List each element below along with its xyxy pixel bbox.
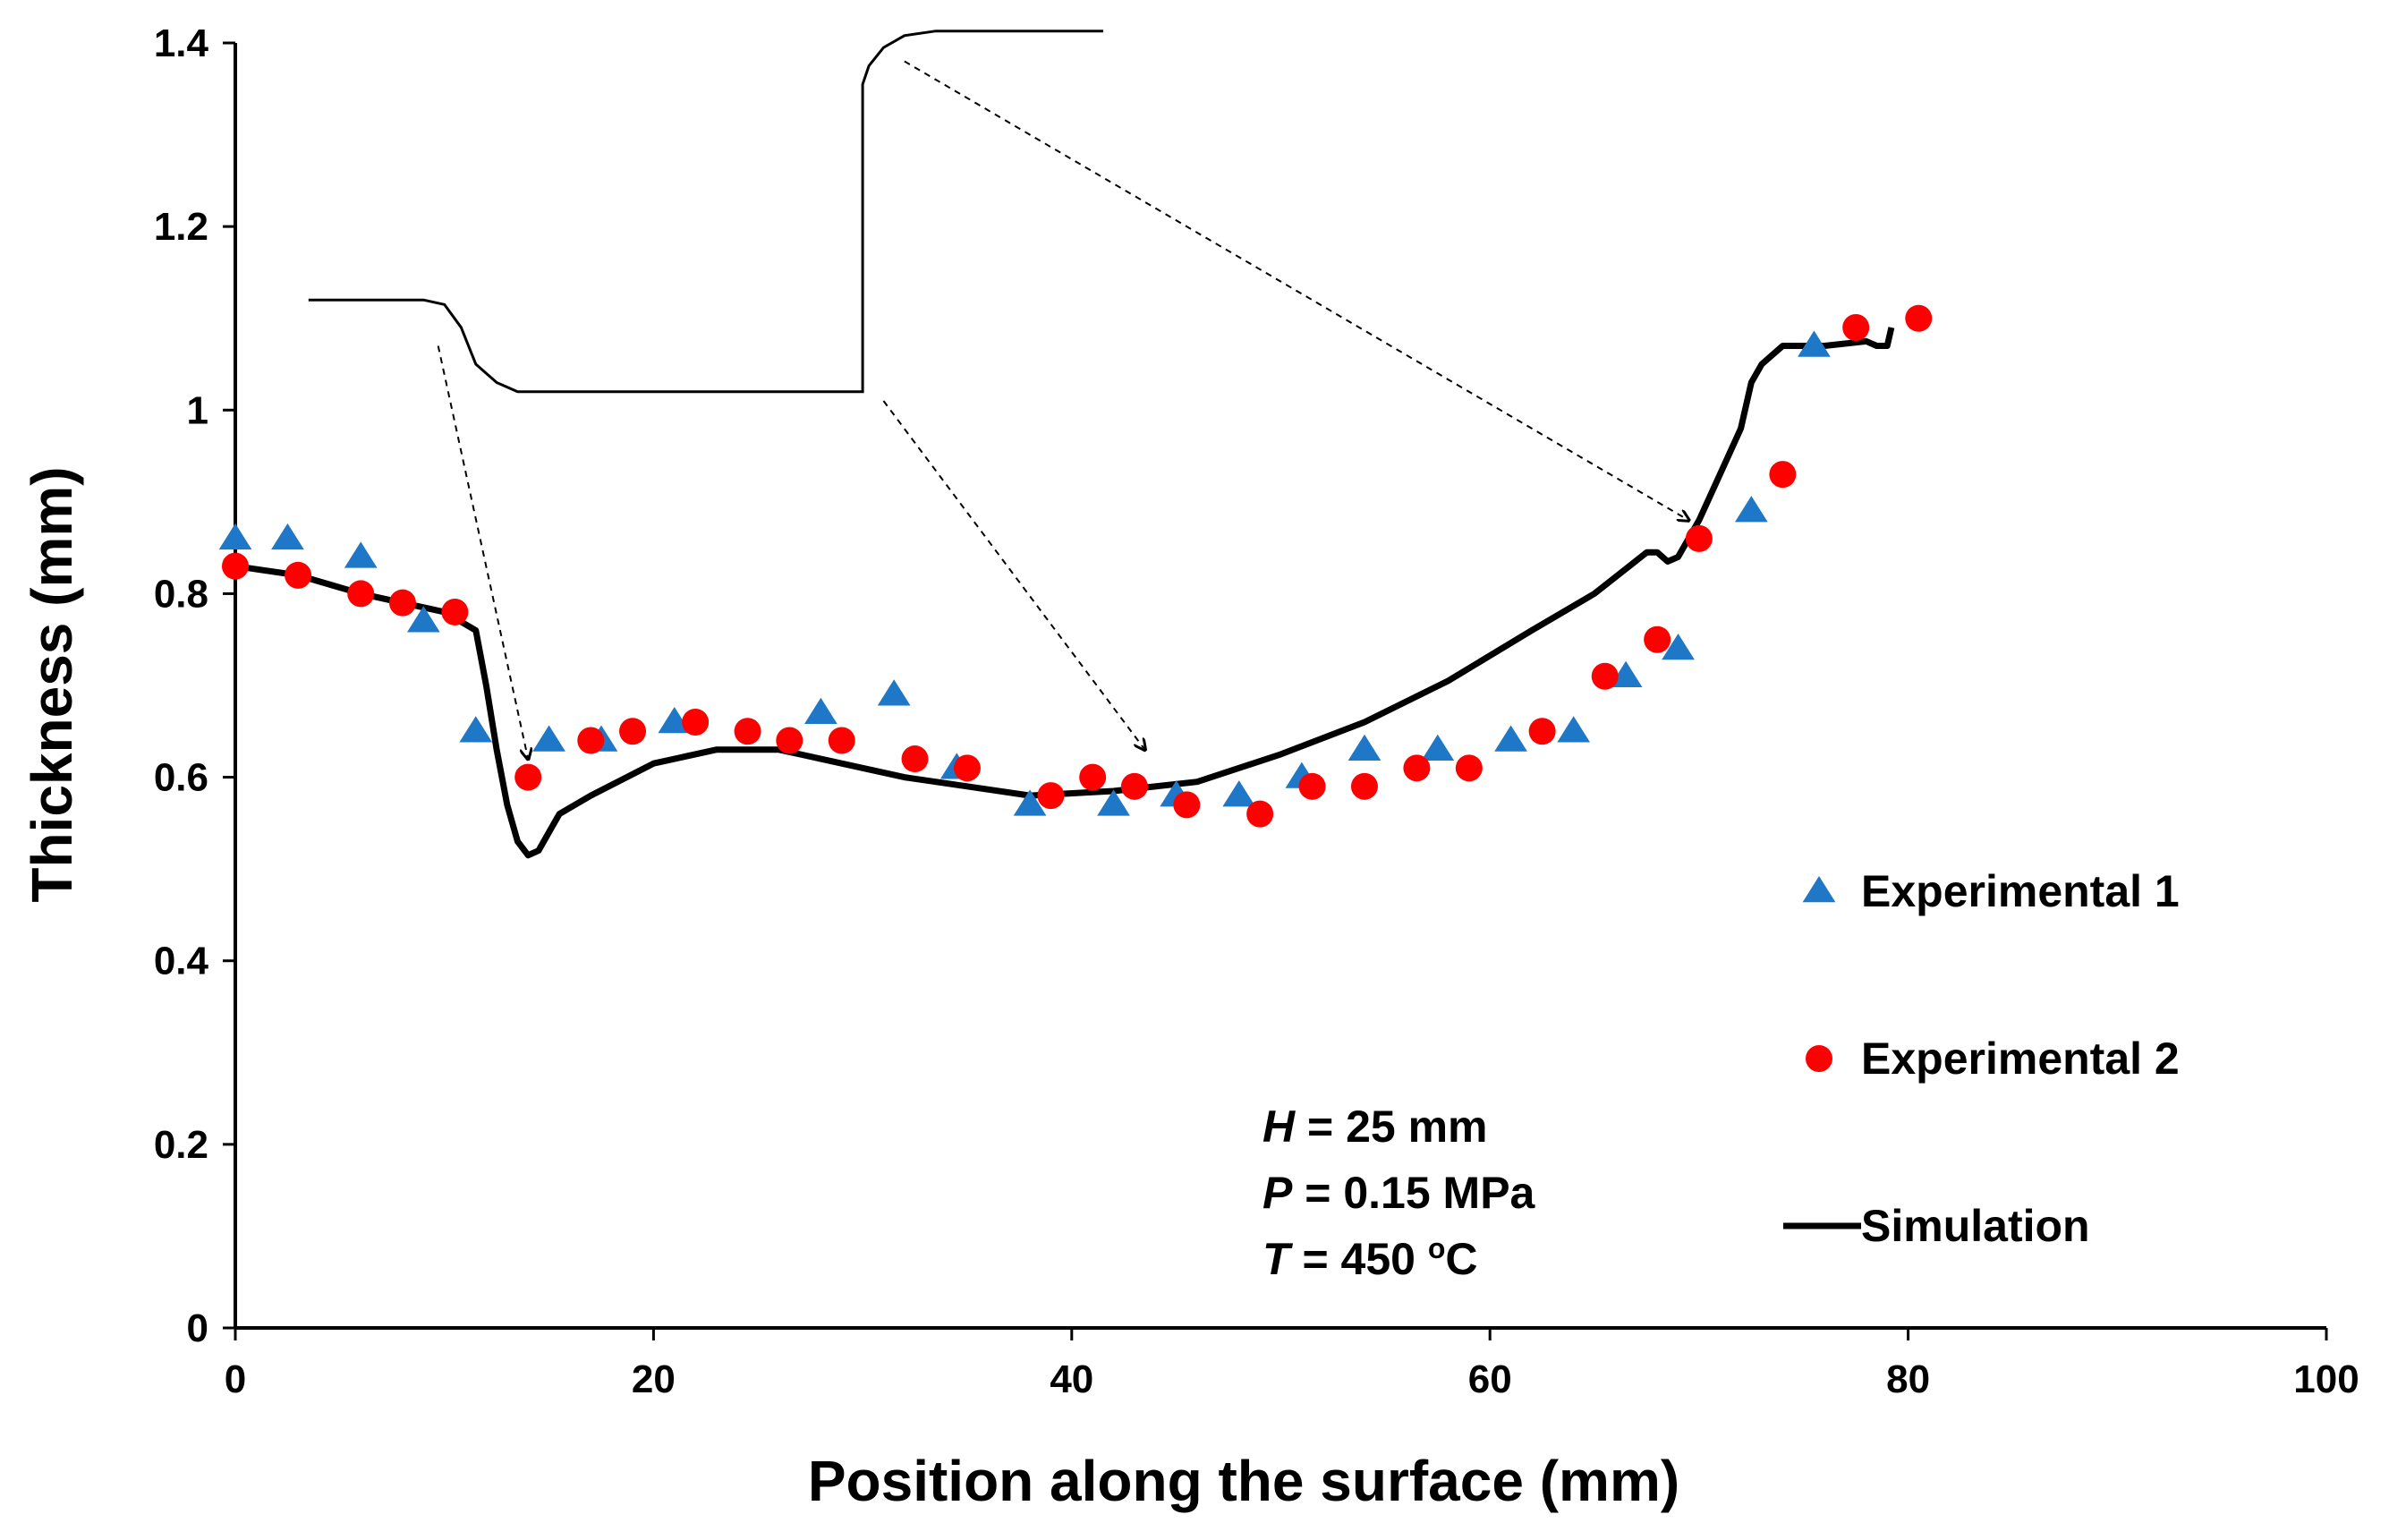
- y-tick-label: 0.6: [154, 756, 208, 800]
- experimental-1-point: [1013, 789, 1047, 816]
- experimental-2-point: [1350, 772, 1378, 800]
- y-tick-label: 1.4: [154, 21, 209, 65]
- die-profile-line: [308, 30, 1103, 394]
- experimental-2-point: [1455, 754, 1483, 782]
- experimental-2-point: [347, 580, 375, 608]
- condition-value: = 25 mm: [1295, 1102, 1487, 1152]
- experimental-1-point: [271, 523, 304, 550]
- experimental-1-point: [1348, 734, 1382, 761]
- experimental-2-point: [1173, 791, 1201, 819]
- experimental-2-point: [1842, 313, 1870, 341]
- experimental-1-point: [877, 679, 911, 706]
- die-profile-inset: [308, 30, 1688, 759]
- experimental-2-point: [1298, 772, 1326, 800]
- y-tick-label: 0.8: [154, 572, 208, 616]
- condition-line: P = 0.15 MPa: [1263, 1168, 1536, 1218]
- legend-marker-experimental-2: [1806, 1045, 1832, 1072]
- experimental-2-point: [1037, 782, 1065, 810]
- experimental-2-point: [1120, 772, 1148, 800]
- degree-superscript: o: [1428, 1232, 1446, 1264]
- x-tick-label: 40: [1050, 1357, 1093, 1401]
- legend-marker-experimental-1: [1802, 876, 1836, 903]
- experimental-2-point: [682, 709, 710, 736]
- experimental-2-point: [222, 552, 249, 580]
- experimental-2-point: [1246, 800, 1274, 828]
- experimental-2-point: [1079, 763, 1107, 791]
- experimental-1-point: [1557, 716, 1591, 743]
- condition-symbol: P: [1263, 1168, 1293, 1218]
- experimental-1-point: [1662, 633, 1695, 660]
- experimental-1-series: [218, 330, 1831, 816]
- dashed-arrow: [437, 345, 528, 759]
- experimental-1-point: [532, 725, 565, 752]
- dashed-arrow: [904, 60, 1688, 521]
- experimental-2-point: [1644, 625, 1671, 653]
- experimental-1-point: [1421, 734, 1455, 761]
- y-tick-label: 1: [187, 388, 208, 432]
- condition-symbol: H: [1263, 1102, 1296, 1152]
- y-tick-label: 0.2: [154, 1123, 208, 1167]
- experimental-1-point: [804, 697, 837, 725]
- simulation-line: [234, 327, 1895, 859]
- y-tick-label: 1.2: [154, 205, 208, 249]
- experimental-2-point: [577, 727, 605, 754]
- experimental-2-point: [441, 598, 469, 625]
- condition-line: H = 25 mm: [1263, 1102, 1488, 1152]
- legend: Experimental 1 Experimental 2 Simulation: [1783, 866, 2180, 1251]
- experimental-1-point: [1734, 496, 1768, 523]
- experimental-2-point: [514, 763, 542, 791]
- legend-label-simulation: Simulation: [1861, 1201, 2090, 1251]
- condition-unit: C: [1445, 1234, 1477, 1284]
- experimental-2-point: [1685, 524, 1713, 552]
- condition-value: = 0.15 MPa: [1292, 1168, 1535, 1218]
- experimental-2-point: [734, 718, 761, 745]
- experimental-1-point: [1609, 660, 1643, 687]
- experimental-1-point: [344, 541, 378, 568]
- legend-label-experimental-1: Experimental 1: [1861, 866, 2180, 916]
- experimental-2-point: [1905, 304, 1933, 332]
- y-axis-label: Thickness (mm): [20, 466, 84, 902]
- experimental-2-point: [619, 718, 647, 745]
- y-tick-label: 0: [187, 1306, 208, 1350]
- experimental-2-point: [1769, 461, 1797, 489]
- experimental-2-point: [901, 745, 929, 773]
- condition-value: = 450: [1290, 1234, 1428, 1284]
- experimental-2-point: [828, 727, 855, 754]
- experimental-2-point: [776, 727, 803, 754]
- x-tick-label: 20: [632, 1357, 676, 1401]
- experimental-1-point: [459, 716, 493, 743]
- x-tick-label: 80: [1886, 1357, 1930, 1401]
- x-tick-label: 0: [225, 1357, 246, 1401]
- experimental-2-point: [1403, 754, 1431, 782]
- experimental-1-point: [1097, 789, 1130, 816]
- experimental-2-point: [1591, 662, 1619, 690]
- x-tick-label: 60: [1468, 1357, 1512, 1401]
- experimental-1-point: [218, 523, 252, 550]
- legend-label-experimental-2: Experimental 2: [1861, 1034, 2180, 1084]
- experimental-2-point: [953, 754, 981, 782]
- experimental-2-series: [222, 304, 1933, 828]
- y-tick-label: 0.4: [154, 940, 209, 983]
- experimental-1-point: [1494, 725, 1527, 752]
- experimental-1-point: [1798, 330, 1831, 357]
- experimental-2-point: [285, 561, 312, 589]
- x-axis-label: Position along the surface (mm): [808, 1449, 1679, 1513]
- experimental-2-point: [388, 589, 416, 617]
- experimental-1-point: [406, 606, 440, 633]
- dashed-arrow: [882, 400, 1144, 750]
- condition-line: T = 450 oC: [1263, 1232, 1478, 1284]
- condition-symbol: T: [1263, 1234, 1294, 1284]
- experimental-1-point: [658, 707, 692, 734]
- x-tick-label: 100: [2293, 1357, 2359, 1401]
- simulation-series: [234, 327, 1895, 859]
- experimental-2-point: [1528, 718, 1556, 745]
- experimental-1-point: [1222, 780, 1256, 807]
- axes: 0 20 40 60 80 100 0 0.2 0.4 0.6 0.8 1 1.2 1.4: [154, 21, 2359, 1401]
